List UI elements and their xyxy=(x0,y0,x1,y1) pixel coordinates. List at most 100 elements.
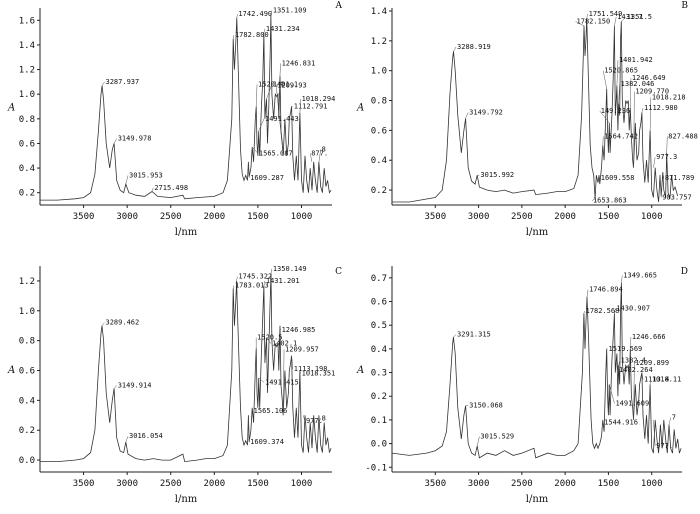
spectrum-line xyxy=(391,282,682,459)
peak-label: 1520.4 xyxy=(258,80,283,88)
peak-label: 1742.490 xyxy=(238,10,272,18)
x-tick-label: 3000 xyxy=(468,479,490,489)
panel-letter: D xyxy=(681,267,688,277)
annotation-leader xyxy=(263,28,266,33)
y-tick-label: 1.6 xyxy=(19,16,35,26)
y-tick-label: 0.1 xyxy=(371,416,387,426)
annotation-leader xyxy=(618,84,620,104)
peak-label: 3291.315 xyxy=(457,331,491,339)
annotation-leader xyxy=(621,16,626,22)
peak-label: 2715.498 xyxy=(154,184,188,192)
y-tick-label: 0.6 xyxy=(371,298,387,308)
peak-label: 1113.4 xyxy=(644,376,669,384)
x-tick-label: 3000 xyxy=(116,212,138,222)
y-tick-label: 0.6 xyxy=(19,366,35,376)
annotation-leader xyxy=(453,334,457,338)
peak-label: 3149.914 xyxy=(118,381,152,389)
x-tick-label: 1000 xyxy=(291,212,313,222)
x-tick-label: 2500 xyxy=(511,212,533,222)
panel-b: 0.2 0.4 0.6 0.8 1.0 1.2 1.4 3500 3000 2500 2000 150… xyxy=(356,1,698,238)
peak-label: 1431.201 xyxy=(266,277,300,285)
annotation-leader xyxy=(586,13,588,19)
peak-label: 1609.287 xyxy=(250,174,284,182)
annotation-leader xyxy=(279,325,281,331)
annotation-leader xyxy=(232,285,235,289)
annotation-leader xyxy=(258,377,265,383)
annotation-leader xyxy=(575,21,585,27)
y-tick-label: 0.6 xyxy=(19,139,35,149)
peak-label: 1018.351 xyxy=(302,369,336,377)
x-axis-label: l/nm xyxy=(526,227,549,238)
annotation-leader xyxy=(465,112,469,119)
peak-label: 1491.443 xyxy=(265,115,299,123)
annotation-leader xyxy=(598,175,601,179)
x-tick-label: 2000 xyxy=(203,479,225,489)
panel-letter: B xyxy=(681,1,688,11)
x-tick-label: 2500 xyxy=(511,479,533,489)
peak-label: 1349.665 xyxy=(623,271,657,279)
annotation-leader xyxy=(608,384,615,404)
annotation-leader xyxy=(282,349,285,416)
annotation-leader xyxy=(251,146,259,154)
panel-c: 0.0 0.2 0.4 0.6 0.8 1.0 1.2 3500 3000 2500 2000 150… xyxy=(7,265,342,505)
peak-label: 1782.150 xyxy=(577,17,611,25)
peak-label: 1209.899 xyxy=(635,359,669,367)
annotation-leader xyxy=(616,60,619,86)
spectrum-line xyxy=(392,18,679,203)
x-tick-label: 1500 xyxy=(598,479,620,489)
peak-label: 1246.649 xyxy=(632,74,666,82)
peak-label: 3287.937 xyxy=(106,78,140,86)
y-tick-label: 0.2 xyxy=(19,426,35,436)
annotation-leader xyxy=(649,379,652,385)
peak-label: 1431.7 xyxy=(617,13,642,21)
peak-label: 977.3 xyxy=(656,153,677,161)
annotation-leader xyxy=(248,415,250,443)
x-axis-label: l/nm xyxy=(526,494,549,505)
annotation-leader xyxy=(275,85,284,156)
peak-label: 1246.666 xyxy=(632,333,666,341)
annotation-leader xyxy=(151,187,154,192)
peak-label: 1431.234 xyxy=(266,25,300,33)
peak-label: 8 xyxy=(322,414,326,422)
y-axis-label: A xyxy=(7,365,15,376)
annotation-leader xyxy=(591,198,596,201)
peak-label: 1018.11 xyxy=(652,376,682,384)
annotation-leader xyxy=(662,172,665,179)
peak-label: 1246.831 xyxy=(282,59,316,67)
annotation-leader xyxy=(618,360,620,366)
annotation-leader xyxy=(653,419,656,446)
x-tick-label: 3000 xyxy=(468,212,490,222)
annotation-leader xyxy=(659,175,662,198)
peak-label: 1018.294 xyxy=(302,95,336,103)
x-tick-label: 3500 xyxy=(424,212,446,222)
y-tick-label: 0.2 xyxy=(19,189,35,199)
peak-label: 1653.863 xyxy=(593,197,627,205)
y-tick-label: 1.0 xyxy=(19,90,35,100)
annotation-leader xyxy=(258,118,265,132)
y-tick-label: 1.0 xyxy=(19,307,35,317)
x-tick-label: 1000 xyxy=(291,479,313,489)
annotation-leader xyxy=(649,97,652,131)
y-tick-label: 1.4 xyxy=(19,41,35,51)
peak-label: 877. xyxy=(311,149,328,157)
annotation-leader xyxy=(633,363,635,420)
annotation-leader xyxy=(236,276,238,281)
annotation-leader xyxy=(263,280,266,286)
peak-label: 7 xyxy=(672,414,676,422)
annotation-leader xyxy=(476,436,480,447)
x-axis-label: l/nm xyxy=(175,494,198,505)
peak-label: 1430.907 xyxy=(616,305,650,313)
annotation-leader xyxy=(299,99,301,113)
peak-label: 3015.529 xyxy=(480,432,514,440)
peak-label: 3288.919 xyxy=(457,43,491,51)
peak-label: 1382.4 xyxy=(621,357,646,365)
y-tick-label: 0.3 xyxy=(371,369,387,379)
y-tick-label: 0.8 xyxy=(19,337,35,347)
peak-label: 3015.992 xyxy=(480,171,514,179)
peak-label: 1520.865 xyxy=(604,67,638,75)
x-tick-label: 1500 xyxy=(247,479,269,489)
y-tick-label: 0.5 xyxy=(371,321,387,331)
annotation-leader xyxy=(621,275,623,283)
peak-label: 149.236 xyxy=(601,107,631,115)
